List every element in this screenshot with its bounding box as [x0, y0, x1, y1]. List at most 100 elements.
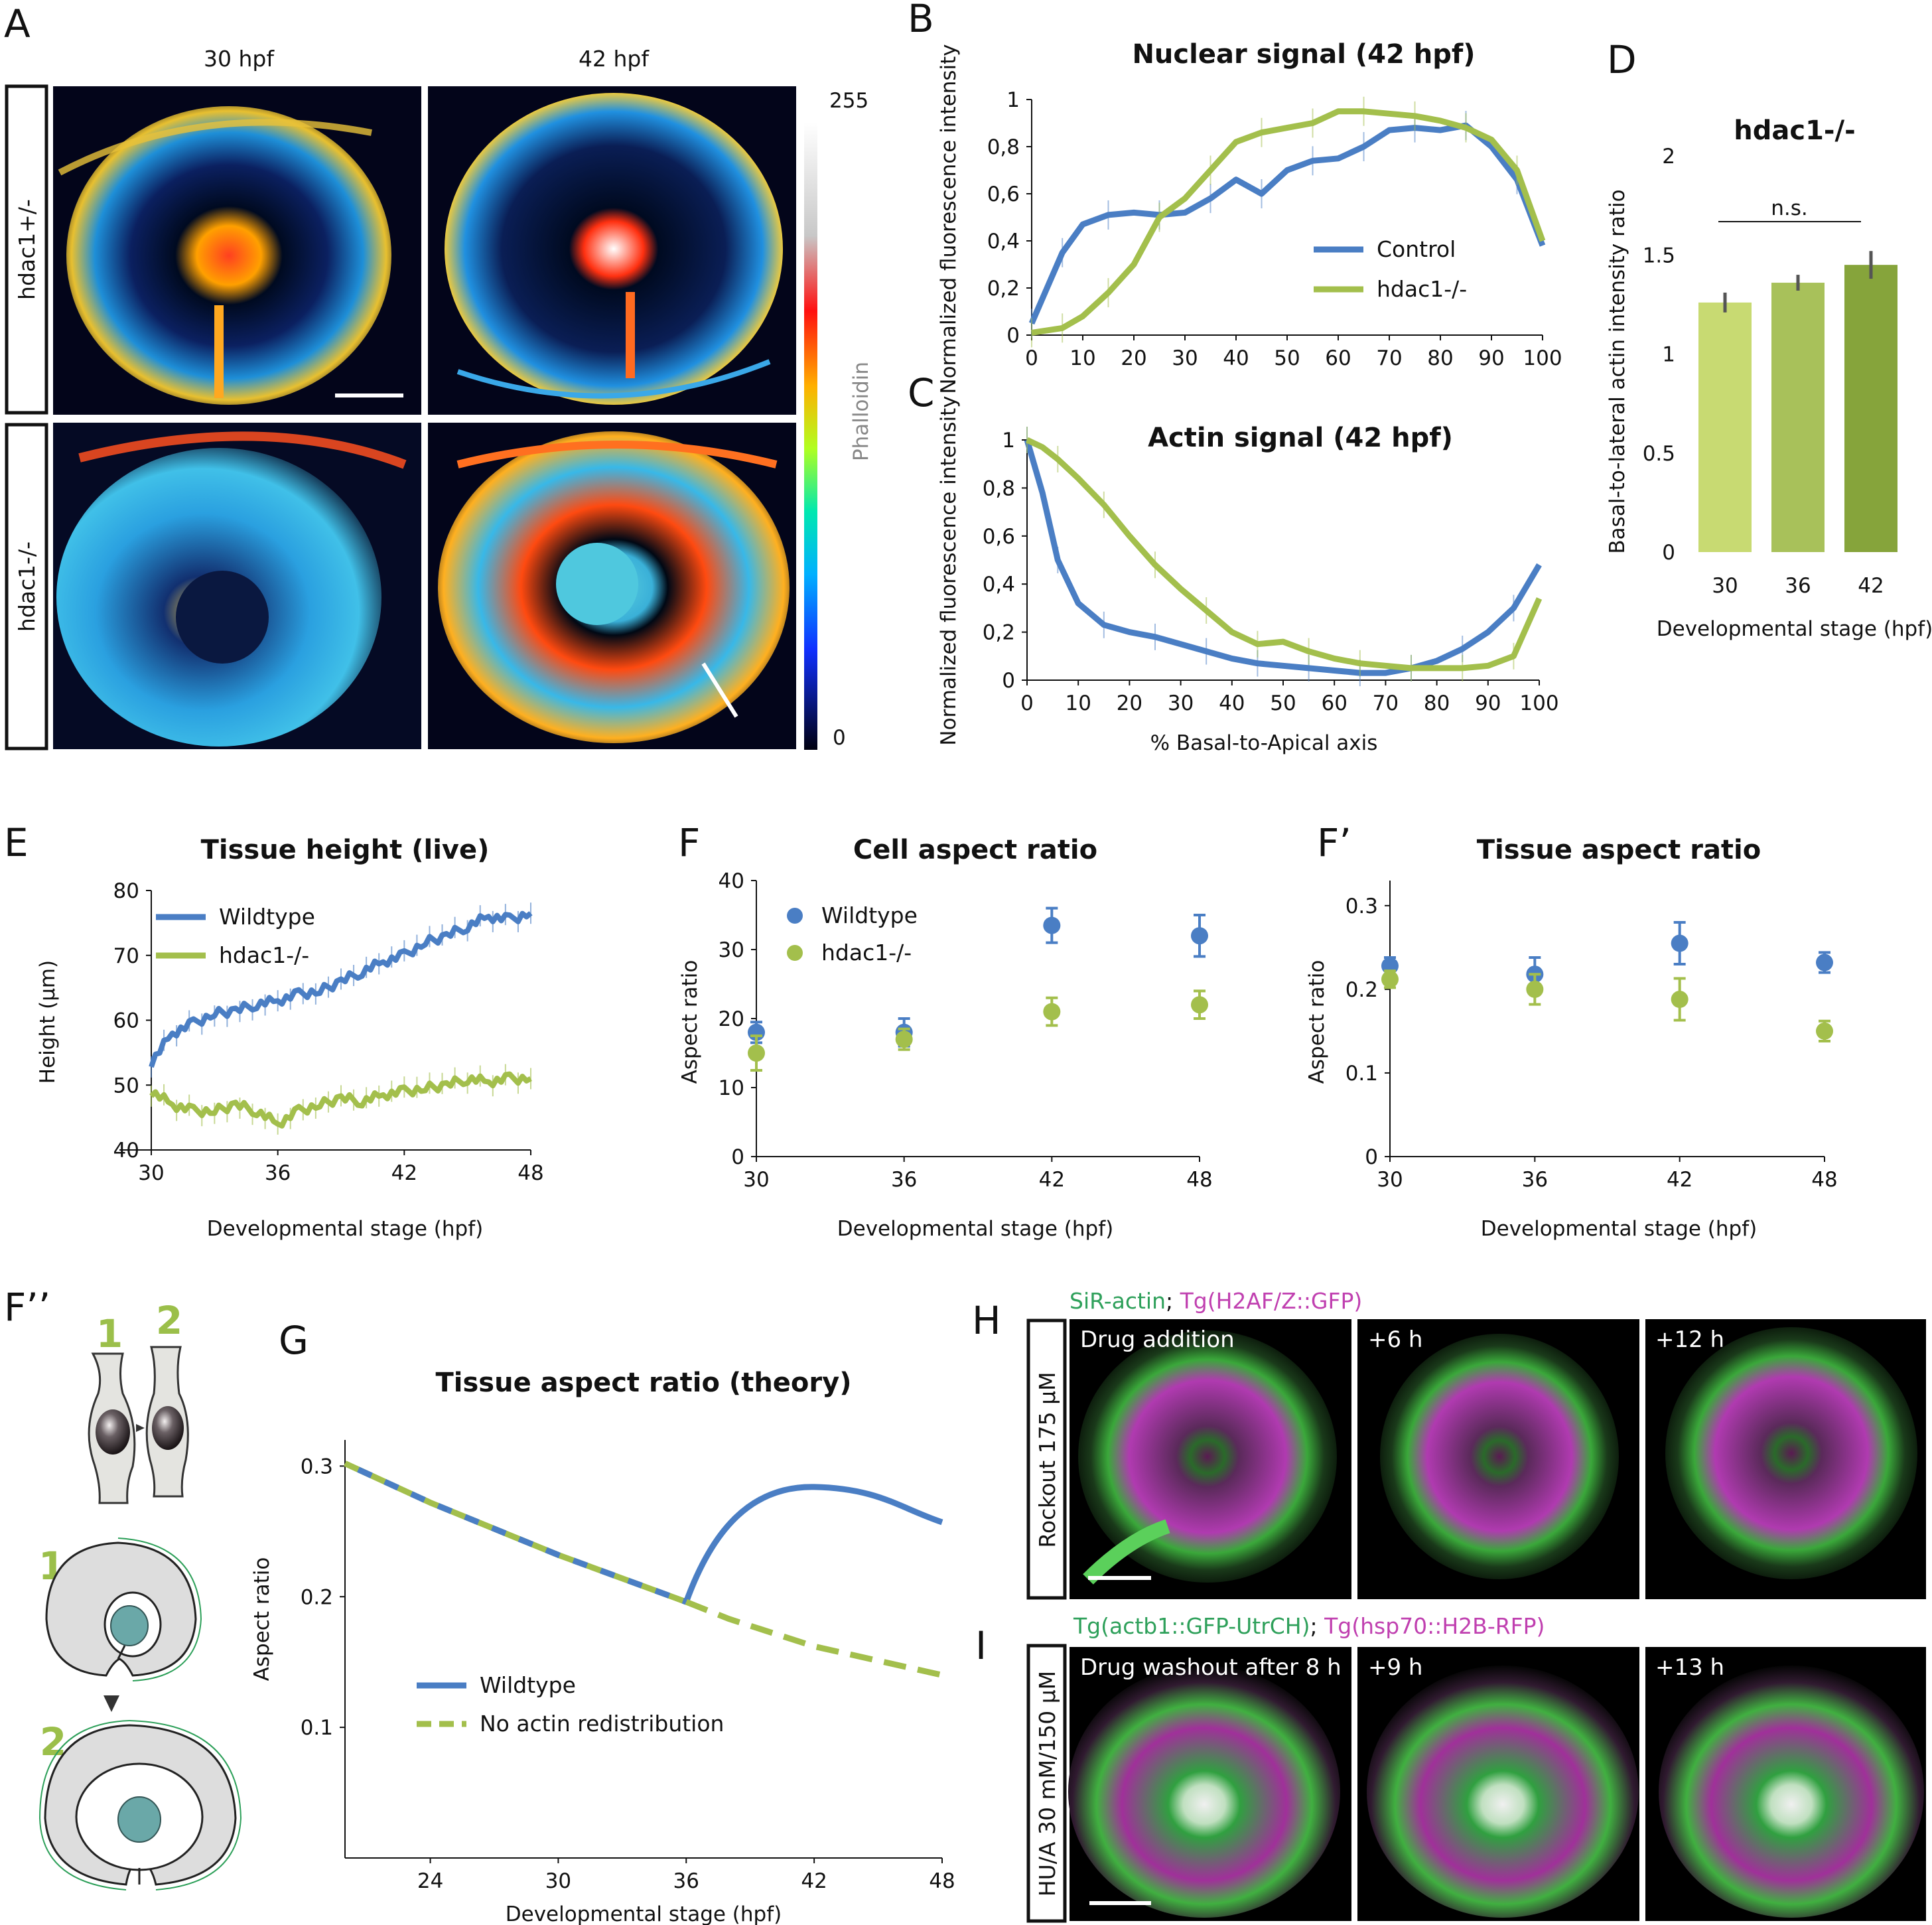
chart-c-actin-signal: 0 10 20 30 40 50 60 70 80 90 100 0 0,2 0,4 0,6 0,8 1 Acti… [937, 395, 1559, 755]
y-tick-label: 1 [1002, 429, 1015, 453]
fluorescence-image [1357, 1319, 1639, 1599]
y-tick-label: 0 [1006, 324, 1020, 348]
data-point-hdac1 [1816, 1022, 1833, 1040]
y-axis-label: Aspect ratio [678, 960, 702, 1084]
series-line-shared-dash [344, 1461, 687, 1605]
x-tick-label: 10 [1070, 346, 1095, 370]
legend-marker [787, 945, 803, 961]
y-tick-label: 30 [719, 938, 744, 962]
legend-label: hdac1-/- [821, 940, 912, 965]
eye-cross-section-diagram [45, 1537, 202, 1681]
x-tick-label: 30 [1712, 574, 1738, 598]
chart-f-cell-aspect-ratio: 30 36 42 48 0 10 20 30 40 Cell aspect ratio Aspect… [678, 835, 1213, 1241]
fluorescence-image [1070, 1319, 1351, 1599]
data-point-hdac1 [1043, 1003, 1061, 1021]
y-axis-label: Basal-to-lateral actin intensity ratio [1606, 189, 1629, 553]
y-axis-label: Normalized fluorescence intensity [937, 44, 961, 393]
panel-letter-i: I [975, 1623, 987, 1668]
panel-letter-a: A [4, 1, 31, 46]
legend-label: Wildtype [480, 1672, 576, 1698]
x-tick-label: 90 [1478, 346, 1504, 370]
x-axis-label: Developmental stage (hpf) [1657, 617, 1932, 641]
x-tick-label: 42 [1039, 1168, 1065, 1192]
legend-sir-actin: SiR-actin [1070, 1288, 1166, 1314]
panel-letter-g: G [279, 1318, 309, 1363]
panel-letter-c: C [908, 370, 935, 415]
y-tick-label: 0.1 [1346, 1062, 1378, 1086]
panel-letter-f: F [678, 820, 700, 865]
data-point-hdac1 [748, 1044, 765, 1062]
data-point-wildtype [1816, 954, 1833, 971]
x-tick-label: 48 [1186, 1168, 1212, 1192]
row-label-box-hua [1026, 1644, 1067, 1923]
x-tick-label: 0 [1025, 346, 1038, 370]
legend-separator: ; [1166, 1288, 1180, 1314]
colorbar-max: 255 [829, 89, 868, 113]
fluorescence-image [1645, 1647, 1926, 1921]
chart-title: Tissue aspect ratio (theory) [436, 1368, 852, 1398]
y-tick-label: 0 [1002, 669, 1015, 693]
eye-cross-section-diagram [38, 1720, 242, 1890]
panel-h: SiR-actin; Tg(H2AF/Z::GFP) Rockout 175 µ… [1026, 1288, 1926, 1600]
y-tick-label: 0,6 [983, 525, 1015, 549]
col-label-30hpf: 30 hpf [204, 46, 275, 72]
x-axis-label: Developmental stage (hpf) [837, 1217, 1114, 1241]
x-tick-label: 100 [1519, 691, 1558, 715]
row-label-box-het [5, 84, 48, 415]
x-tick-label: 30 [1168, 691, 1194, 715]
retina-heatmap-image [428, 86, 796, 415]
y-tick-label: 0,4 [987, 230, 1020, 253]
y-tick-label: 0 [731, 1145, 744, 1169]
x-tick-label: 48 [929, 1869, 955, 1893]
y-axis-label: Aspect ratio [250, 1557, 274, 1681]
x-tick-label: 20 [1117, 691, 1142, 715]
legend-h2afz-gfp: Tg(H2AF/Z::GFP) [1180, 1288, 1363, 1314]
frame-label-h2: +6 h [1368, 1326, 1422, 1353]
legend-separator: ; [1310, 1613, 1325, 1639]
series-line-hdac1 [1031, 108, 1546, 336]
x-tick-label: 10 [1065, 691, 1091, 715]
y-tick-label: 80 [113, 879, 139, 903]
fluorescence-image [1645, 1319, 1926, 1599]
y-axis-label: Height (µm) [36, 960, 60, 1084]
row-label-hua: HU/A 30 mM/150 µM [1034, 1671, 1060, 1896]
data-point-hdac1 [895, 1031, 913, 1048]
chart-title: Cell aspect ratio [853, 835, 1097, 865]
x-tick-label: 100 [1523, 346, 1562, 370]
y-tick-label: 0.5 [1643, 442, 1675, 466]
series-line-hdac1 [1026, 437, 1543, 672]
retina-heatmap-image [53, 86, 421, 415]
series-line-no-redistribution [685, 1599, 943, 1678]
col-label-42hpf: 42 hpf [579, 46, 650, 72]
panel-a: 30 hpf 42 hpf hdac1+/- hdac1-/- [5, 46, 873, 750]
x-tick-label: 36 [265, 1161, 291, 1185]
bar-30 [1698, 302, 1752, 552]
panel-letter-b: B [908, 0, 934, 41]
y-tick-label: 0,4 [983, 573, 1015, 597]
y-axis-label: Aspect ratio [1305, 960, 1329, 1084]
frame-label-i2: +9 h [1368, 1654, 1422, 1681]
frame-label-i1: Drug washout after 8 h [1080, 1654, 1342, 1681]
x-tick-label: 60 [1325, 346, 1351, 370]
y-tick-label: 40 [719, 869, 744, 893]
x-tick-label: 42 [1667, 1168, 1692, 1192]
colorbar-min: 0 [833, 726, 846, 750]
legend-actb1-gfp-utrch: Tg(actb1::GFP-UtrCH) [1073, 1613, 1310, 1639]
legend-label: Wildtype [821, 902, 918, 928]
bar-36 [1771, 283, 1825, 552]
chart-f-prime-tissue-aspect-ratio: 30 36 42 48 0 0.1 0.2 0.3 Tissue aspect ratio Asp… [1305, 835, 1838, 1241]
y-tick-label: 0,8 [987, 135, 1020, 159]
x-tick-label: 36 [1785, 574, 1811, 598]
row-label-box-rockout [1026, 1319, 1067, 1600]
data-point-wildtype [1043, 916, 1061, 934]
y-tick-label: 0,8 [983, 476, 1015, 500]
x-tick-label: 42 [391, 1161, 417, 1185]
frame-label-h3: +12 h [1655, 1326, 1724, 1353]
data-point-wildtype [1191, 927, 1208, 945]
chart-title: Tissue aspect ratio [1477, 835, 1761, 865]
x-tick-label: 48 [1811, 1168, 1837, 1192]
y-tick-label: 2 [1662, 145, 1675, 169]
chart-d-actin-ratio: 0 0.5 1 1.5 2 hdac1-/- Basal-to-lateral actin … [1606, 115, 1932, 641]
y-tick-label: 0,2 [987, 277, 1020, 301]
